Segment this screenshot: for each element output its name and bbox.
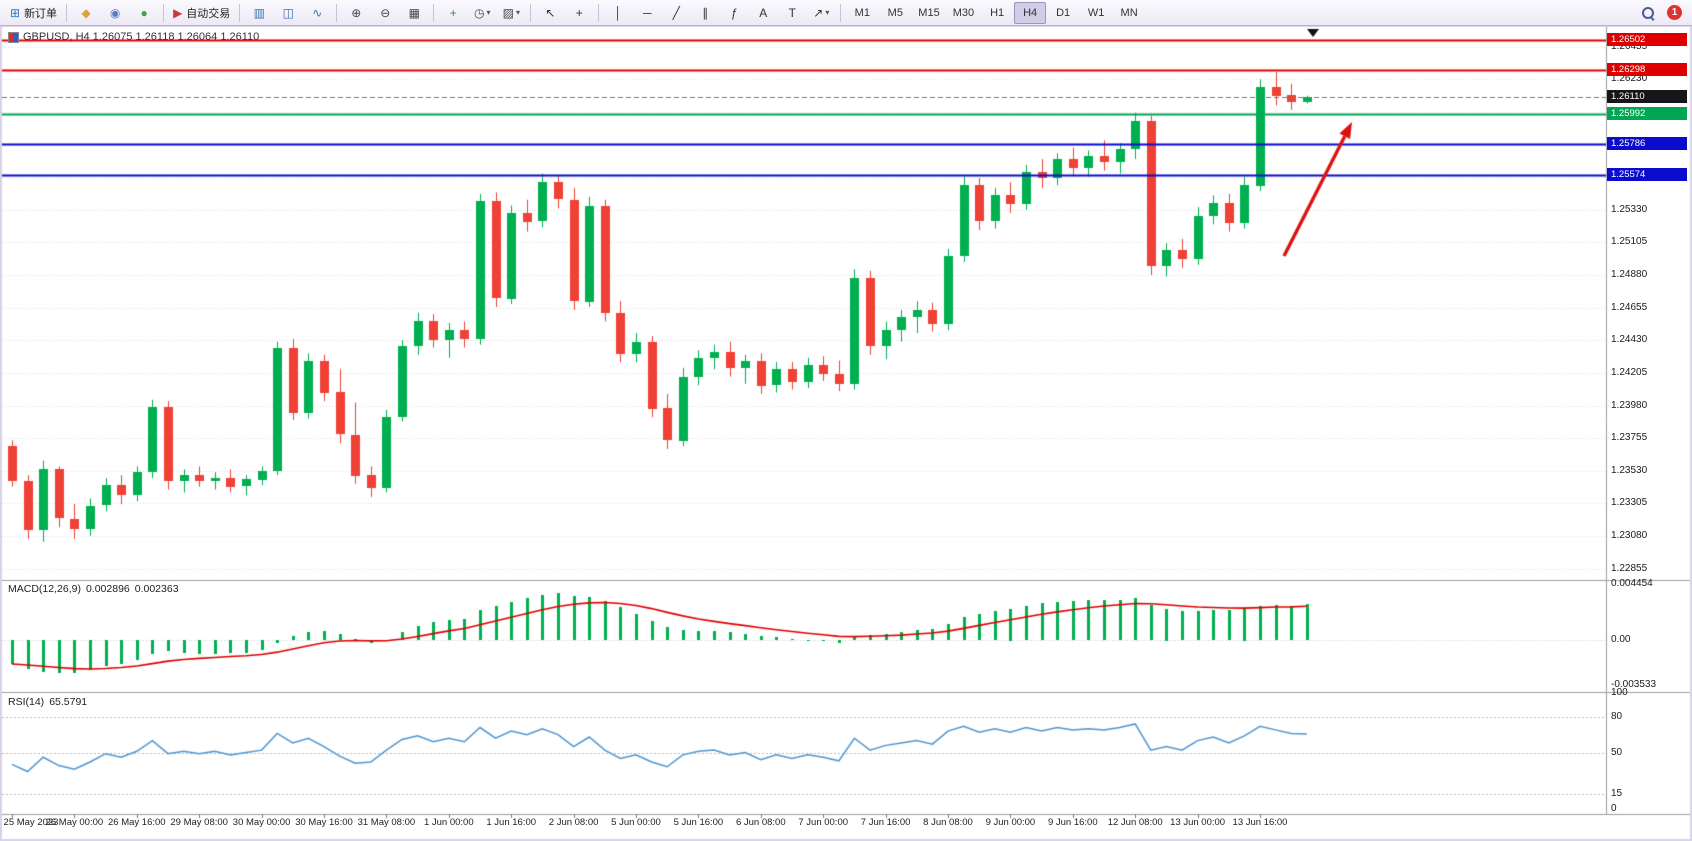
- timeframe-w1-button[interactable]: W1: [1087, 6, 1105, 19]
- timeframe-mn-button[interactable]: MN: [1120, 6, 1138, 19]
- timeframe-d1-button[interactable]: D1: [1056, 6, 1071, 19]
- periods-icon: ◷: [474, 5, 485, 20]
- templates-icon: ▨: [502, 5, 514, 20]
- community-icon: ●: [140, 5, 148, 20]
- zoom-in-button[interactable]: ⊕: [342, 2, 370, 24]
- label-icon: T: [788, 5, 796, 20]
- notification-badge[interactable]: 1: [1667, 5, 1682, 20]
- new-order-button[interactable]: ⊞ 新订单: [6, 2, 61, 24]
- templates-button[interactable]: ▨ ▾: [497, 2, 525, 24]
- autotrade-icon: ▶: [173, 5, 183, 20]
- trendline-button[interactable]: ╱: [662, 2, 690, 24]
- dropdown-caret-icon: ▾: [515, 8, 520, 17]
- vertical-line-button[interactable]: │: [604, 2, 632, 24]
- crosshair-button[interactable]: +: [565, 2, 593, 24]
- timeframe-m30-button[interactable]: M30: [952, 6, 975, 19]
- crosshair-icon: +: [575, 5, 583, 20]
- toolbar: ⊞ 新订单 ◆ ◉ ● ▶ 自动交易 ▥ ◫ ∿ ⊕ ⊖ ▦ + ◷ ▾ ▨ ▾ ↖ + │ ─ ╱ ∥ ƒ A T ↗ ▾ M1 M5 M1…: [0, 0, 1692, 26]
- search-icon[interactable]: [1640, 5, 1656, 21]
- channel-button[interactable]: ∥: [691, 2, 719, 24]
- tile-windows-button[interactable]: ▦: [400, 2, 428, 24]
- vertical-line-icon: │: [614, 5, 623, 20]
- toolbar-separator: [336, 3, 338, 22]
- dropdown-caret-icon: ▾: [825, 8, 830, 17]
- timeframe-m5-button[interactable]: M5: [887, 6, 903, 19]
- text-icon: A: [759, 5, 768, 20]
- profile-icon: ◉: [109, 5, 121, 20]
- text-button[interactable]: A: [749, 2, 777, 24]
- toolbar-separator: [163, 3, 165, 22]
- horizontal-line-icon: ─: [643, 5, 652, 20]
- channel-icon: ∥: [702, 5, 709, 20]
- fibonacci-button[interactable]: ƒ: [720, 2, 748, 24]
- timeframe-h4-button[interactable]: H4: [1014, 1, 1047, 24]
- metaquotes-button[interactable]: ◆: [72, 2, 100, 24]
- fibonacci-icon: ƒ: [730, 5, 738, 20]
- arrows-button[interactable]: ↗ ▾: [807, 2, 835, 24]
- line-chart-button[interactable]: ∿: [303, 2, 331, 24]
- cursor-button[interactable]: ↖: [536, 2, 564, 24]
- cursor-icon: ↖: [545, 5, 556, 20]
- metaquotes-icon: ◆: [81, 5, 91, 20]
- trendline-icon: ╱: [672, 5, 680, 20]
- candlestick-chart-icon: ◫: [282, 5, 294, 20]
- toolbar-separator: [840, 3, 842, 22]
- toolbar-separator: [598, 3, 600, 22]
- new-order-icon: ⊞: [10, 5, 21, 20]
- toolbar-separator: [66, 3, 68, 22]
- zoom-in-icon: ⊕: [351, 5, 362, 20]
- bar-chart-button[interactable]: ▥: [245, 2, 273, 24]
- zoom-out-icon: ⊖: [380, 5, 391, 20]
- toolbar-separator: [433, 3, 435, 22]
- indicators-button[interactable]: +: [439, 2, 467, 24]
- indicators-icon: +: [449, 5, 457, 20]
- autotrade-button[interactable]: ▶ 自动交易: [169, 2, 234, 24]
- tile-windows-icon: ▦: [408, 5, 420, 20]
- timeframe-h1-button[interactable]: H1: [990, 6, 1005, 19]
- line-chart-icon: ∿: [312, 5, 323, 20]
- profile-button[interactable]: ◉: [101, 2, 129, 24]
- toolbar-separator: [239, 3, 241, 22]
- bar-chart-icon: ▥: [253, 5, 265, 20]
- arrows-icon: ↗: [813, 5, 824, 20]
- zoom-out-button[interactable]: ⊖: [371, 2, 399, 24]
- timeframe-m15-button[interactable]: M15: [918, 6, 940, 19]
- community-button[interactable]: ●: [130, 2, 158, 24]
- dropdown-caret-icon: ▾: [486, 8, 491, 17]
- label-button[interactable]: T: [778, 2, 806, 24]
- toolbar-separator: [530, 3, 532, 22]
- periods-button[interactable]: ◷ ▾: [468, 2, 496, 24]
- new-order-button-label: 新订单: [24, 7, 58, 20]
- timeframe-m1-button[interactable]: M1: [854, 6, 870, 19]
- candlestick-chart-button[interactable]: ◫: [274, 2, 302, 24]
- autotrade-button-label: 自动交易: [186, 7, 231, 20]
- horizontal-line-button[interactable]: ─: [633, 2, 661, 24]
